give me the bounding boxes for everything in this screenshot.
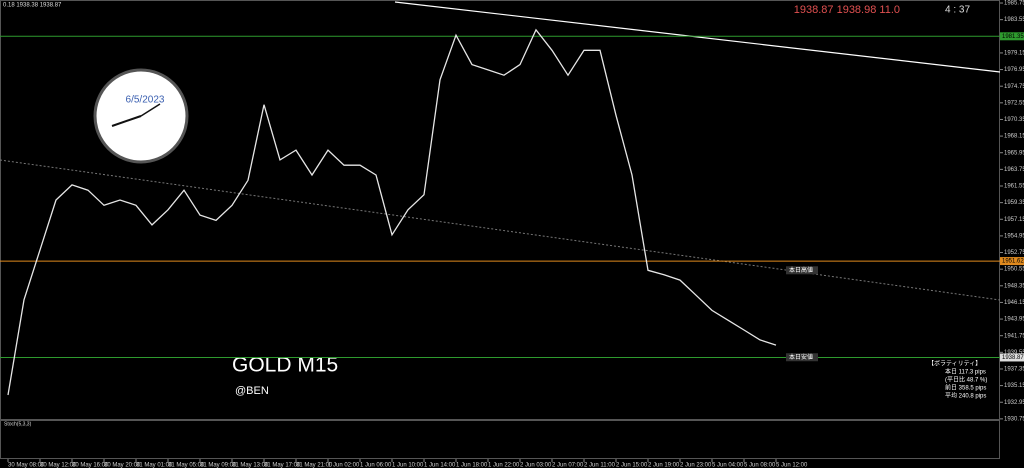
y-tick-label: 1941.75 bbox=[1004, 333, 1024, 339]
x-tick-label: 2 Jun 23:00 bbox=[680, 463, 712, 468]
chart-title: GOLD M15 bbox=[232, 354, 338, 377]
quote: 1938.87 1938.98 11.0 bbox=[794, 4, 900, 16]
y-tick-label: 1946.15 bbox=[1004, 300, 1024, 306]
x-tick-label: 31 May 21:00 bbox=[296, 463, 333, 468]
y-tick-label: 1952.75 bbox=[1004, 250, 1024, 256]
sub-frame bbox=[0, 420, 1000, 459]
x-tick-label: 2 Jun 03:00 bbox=[520, 463, 552, 468]
trend-line-dotted bbox=[0, 159, 1001, 301]
level-label: 1981.35 bbox=[1002, 34, 1024, 40]
price-line bbox=[7, 28, 777, 396]
x-tick-label: 5 Jun 12:00 bbox=[776, 463, 808, 468]
x-tick-label: 1 Jun 06:00 bbox=[360, 463, 392, 468]
level-tag bbox=[1000, 353, 1024, 362]
x-tick-label: 30 May 16:00 bbox=[72, 463, 109, 468]
main-frame bbox=[0, 0, 1000, 420]
level-note-box bbox=[786, 353, 818, 362]
y-tick-label: 1970.35 bbox=[1004, 117, 1024, 123]
x-tick-label: 1 Jun 14:00 bbox=[424, 463, 456, 468]
y-tick-label: 1985.75 bbox=[1004, 1, 1024, 7]
level-tag bbox=[1000, 257, 1024, 266]
y-tick-label: 1950.55 bbox=[1004, 267, 1024, 273]
y-tick-label: 1972.55 bbox=[1004, 100, 1024, 106]
y-tick-label: 1963.75 bbox=[1004, 167, 1024, 173]
volatility-text: 【ボラティリティ】 bbox=[928, 360, 981, 368]
x-tick-label: 2 Jun 19:00 bbox=[648, 463, 680, 468]
y-tick-label: 1965.95 bbox=[1004, 150, 1024, 156]
x-tick-label: 30 May 08:00 bbox=[8, 463, 45, 468]
x-tick-label: 31 May 01:00 bbox=[136, 463, 173, 468]
clock-hand bbox=[111, 115, 142, 127]
volatility-text: 平均 240.8 pips bbox=[945, 392, 986, 400]
level-note: 本日高値 bbox=[789, 266, 813, 274]
volatility-text: 本日 117.3 pips bbox=[945, 368, 986, 376]
y-tick-label: 1954.95 bbox=[1004, 233, 1024, 239]
y-tick-label: 1979.15 bbox=[1004, 51, 1024, 57]
x-tick-label: 31 May 13:00 bbox=[232, 463, 269, 468]
level-tag bbox=[1000, 32, 1024, 41]
x-tick-label: 2 Jun 11:00 bbox=[584, 463, 616, 468]
x-tick-label: 1 Jun 22:00 bbox=[488, 463, 520, 468]
level-note-box bbox=[786, 266, 818, 275]
x-tick-label: 30 May 12:00 bbox=[40, 463, 77, 468]
x-tick-label: 5 Jun 04:00 bbox=[712, 463, 744, 468]
x-tick-label: 2 Jun 15:00 bbox=[616, 463, 648, 468]
x-tick-label: 2 Jun 07:00 bbox=[552, 463, 584, 468]
level-label: 1951.62 bbox=[1002, 259, 1024, 265]
level-label: 1938.87 bbox=[1002, 355, 1024, 361]
x-tick-label: 1 Jun 18:00 bbox=[456, 463, 488, 468]
trend-line bbox=[394, 1, 1001, 73]
y-tick-label: 1974.75 bbox=[1004, 84, 1024, 90]
timer: 4 : 37 bbox=[945, 5, 970, 16]
y-tick-label: 1968.15 bbox=[1004, 134, 1024, 140]
x-tick-label: 31 May 05:00 bbox=[168, 463, 205, 468]
level-note: 本日安値 bbox=[789, 353, 813, 361]
y-tick-label: 1957.15 bbox=[1004, 217, 1024, 223]
volatility-text: (平日比 48.7 %) bbox=[945, 376, 987, 384]
x-tick-label: 1 Jun 02:00 bbox=[328, 463, 360, 468]
y-tick-label: 1959.35 bbox=[1004, 200, 1024, 206]
volatility-text: 前日 358.5 pips bbox=[945, 384, 986, 392]
y-tick-label: 1983.55 bbox=[1004, 17, 1024, 23]
y-tick-label: 1961.55 bbox=[1004, 184, 1024, 190]
x-tick-label: 1 Jun 10:00 bbox=[392, 463, 424, 468]
y-tick-label: 1948.35 bbox=[1004, 283, 1024, 289]
x-tick-label: 31 May 17:00 bbox=[264, 463, 301, 468]
x-tick-label: 5 Jun 08:00 bbox=[744, 463, 776, 468]
clock-hand bbox=[140, 103, 161, 117]
y-tick-label: 1937.35 bbox=[1004, 367, 1024, 373]
x-tick-label: 31 May 09:00 bbox=[200, 463, 237, 468]
sub-panel-label: Stoch(5,3,3) bbox=[4, 421, 32, 427]
clock-date: 6/5/2023 bbox=[126, 95, 165, 106]
header: 0.18 1938.38 1938.87 bbox=[3, 3, 62, 9]
x-tick-label: 30 May 20:00 bbox=[104, 463, 141, 468]
clock: 6/5/2023 bbox=[93, 68, 189, 164]
y-tick-label: 1930.75 bbox=[1004, 416, 1024, 422]
y-tick-label: 1943.95 bbox=[1004, 317, 1024, 323]
y-tick-label: 1932.95 bbox=[1004, 400, 1024, 406]
annotation: @BEN bbox=[235, 385, 269, 397]
y-tick-label: 1935.15 bbox=[1004, 383, 1024, 389]
y-tick-label: 1976.95 bbox=[1004, 67, 1024, 73]
y-tick-label: 1939.55 bbox=[1004, 350, 1024, 356]
